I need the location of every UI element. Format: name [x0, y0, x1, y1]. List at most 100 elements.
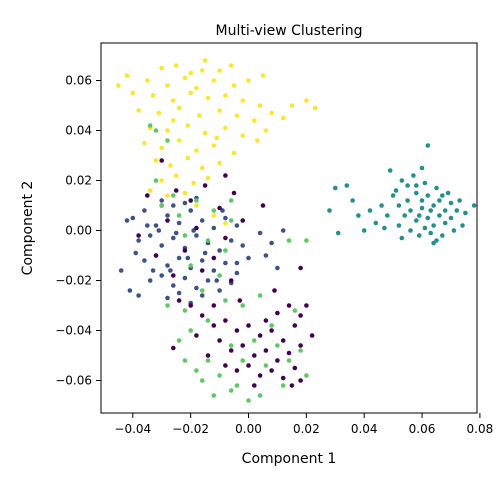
data-point [199, 68, 205, 73]
data-point [202, 58, 208, 63]
data-point [188, 328, 193, 333]
data-point [199, 218, 205, 223]
data-point [145, 223, 150, 228]
data-point [252, 338, 257, 343]
data-point [269, 323, 274, 328]
data-point [142, 140, 147, 146]
data-point [217, 248, 222, 253]
data-point [275, 265, 280, 271]
data-point [419, 165, 425, 171]
data-point [298, 348, 303, 353]
data-point [240, 133, 245, 138]
data-point [289, 103, 295, 108]
data-point [246, 323, 251, 328]
data-point [419, 198, 425, 203]
data-point [257, 333, 263, 338]
data-point [234, 383, 240, 388]
data-point [275, 310, 280, 316]
data-point [428, 208, 434, 213]
data-point [263, 128, 269, 133]
data-point [176, 220, 182, 226]
x-tick-label: 0.06 [409, 422, 436, 436]
data-point [142, 258, 147, 263]
data-point [252, 353, 257, 358]
data-point [304, 98, 309, 103]
data-point [171, 203, 176, 208]
chart-title: Multi-view Clustering [216, 23, 363, 39]
data-point [408, 228, 413, 233]
data-point [188, 90, 193, 96]
y-axis-ticks: −0.06 −0.04 −0.02 0.00 0.02 0.04 0.06 [55, 74, 101, 388]
data-point [367, 208, 373, 213]
data-point [217, 273, 222, 278]
data-point [408, 208, 413, 213]
data-point [185, 123, 191, 128]
data-point [292, 308, 298, 313]
data-point [202, 130, 208, 136]
data-point [223, 220, 228, 226]
data-point [246, 78, 251, 83]
data-point [188, 303, 193, 308]
data-point [194, 333, 199, 338]
data-point [451, 228, 457, 233]
data-point [263, 318, 269, 323]
data-point [228, 343, 234, 348]
data-point [171, 345, 176, 351]
data-point [156, 110, 162, 116]
data-point [173, 173, 179, 178]
data-point [176, 105, 182, 111]
data-point [202, 250, 208, 256]
data-point [176, 298, 182, 303]
data-point [399, 178, 405, 183]
data-point [272, 288, 277, 293]
data-point [390, 193, 396, 198]
y-tick-label: 0.00 [65, 224, 92, 238]
data-point [194, 85, 199, 91]
data-point [153, 223, 159, 228]
data-point [159, 203, 164, 208]
data-point [130, 90, 136, 96]
data-point [234, 113, 240, 118]
data-point [240, 358, 245, 363]
data-point [223, 173, 228, 178]
data-point [205, 95, 211, 101]
data-point [165, 218, 170, 223]
data-point [286, 358, 292, 363]
data-point [223, 248, 228, 253]
x-axis-label: Component 1 [242, 451, 337, 467]
data-point [361, 228, 367, 233]
data-point [197, 113, 202, 118]
data-point [431, 223, 436, 228]
data-point [304, 303, 309, 308]
data-point [228, 63, 234, 68]
data-point [211, 225, 217, 231]
data-point [205, 278, 211, 283]
data-point [191, 180, 196, 186]
data-point [182, 75, 188, 81]
data-point [304, 238, 309, 243]
data-point [176, 255, 182, 261]
data-point [165, 193, 170, 198]
data-point [437, 213, 442, 218]
data-point [257, 230, 263, 236]
data-point [260, 203, 266, 208]
data-point [234, 260, 240, 266]
data-point [286, 303, 292, 308]
data-point [405, 183, 410, 188]
data-point [147, 188, 153, 193]
data-point [165, 303, 170, 308]
data-point [382, 225, 387, 231]
data-point [223, 215, 228, 221]
data-point [448, 215, 454, 221]
data-point [298, 343, 303, 348]
data-point [269, 110, 274, 116]
data-point [414, 183, 419, 188]
data-point [428, 230, 434, 236]
data-point [194, 225, 199, 231]
data-point [188, 198, 193, 203]
data-point [194, 285, 199, 291]
data-point [231, 190, 237, 196]
data-point [214, 278, 219, 283]
data-point [185, 255, 191, 261]
data-point [254, 138, 260, 143]
